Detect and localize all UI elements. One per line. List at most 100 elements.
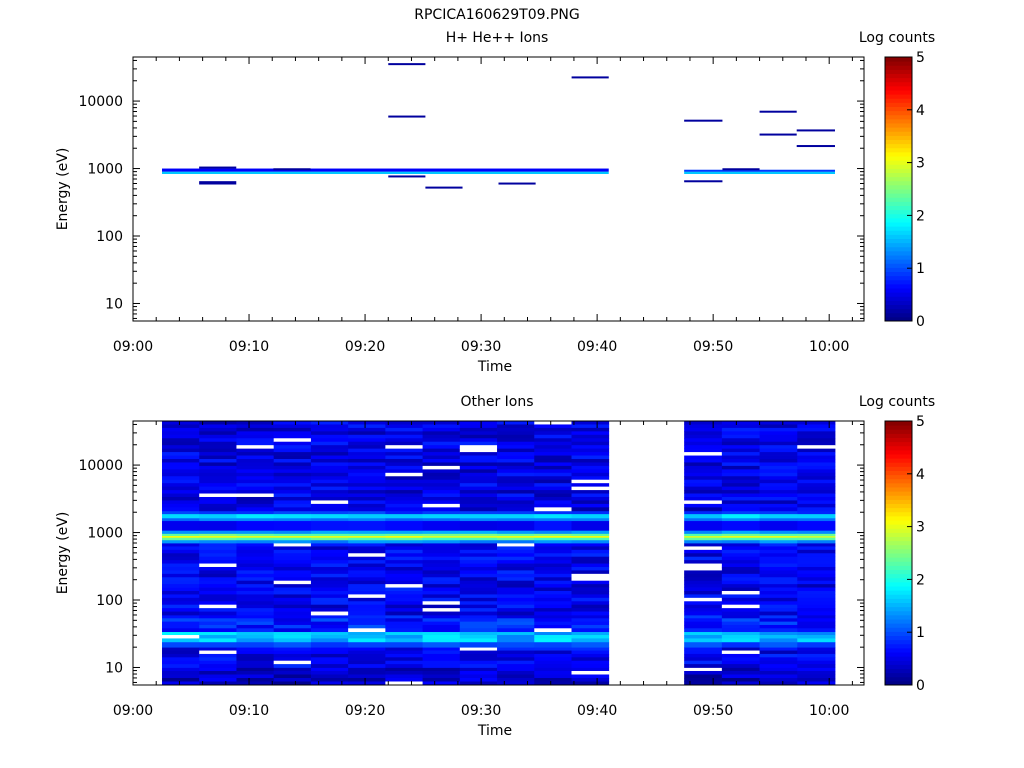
heatmap-cell: [310, 560, 349, 564]
heatmap-cell: [759, 421, 798, 425]
heatmap-cell: [273, 580, 312, 585]
heatmap-cell: [348, 674, 386, 679]
heatmap-cell: [797, 635, 836, 639]
heatmap-cell: [684, 624, 723, 629]
colorbar-segment: [885, 250, 912, 256]
heatmap-cell: [459, 584, 498, 588]
heatmap-cell: [497, 670, 535, 675]
heatmap-cell: [759, 677, 798, 682]
heatmap-cell: [684, 479, 723, 484]
heatmap-cell: [273, 500, 312, 505]
heatmap-cell: [236, 493, 275, 498]
heatmap-cell: [721, 573, 760, 578]
heatmap-cell: [273, 542, 312, 547]
heatmap-cell: [422, 677, 461, 682]
heatmap-cell: [534, 594, 572, 599]
heatmap-cell: [571, 635, 610, 639]
heatmap-cell: [459, 462, 498, 467]
heatmap-cell: [422, 503, 461, 508]
heatmap-cell: [162, 503, 200, 508]
heatmap-cell: [459, 657, 498, 662]
heatmap-cell: [497, 539, 535, 544]
heatmap-cell: [162, 553, 200, 558]
heatmap-cell: [571, 493, 610, 498]
heatmap-cell: [721, 549, 760, 554]
heatmap-cell: [236, 601, 275, 606]
heatmap-cell: [571, 431, 610, 436]
heatmap-cell: [497, 479, 535, 484]
heatmap-cell: [759, 424, 798, 429]
heatmap-cell: [534, 590, 572, 595]
heatmap-cell: [459, 553, 498, 558]
heatmap-cell: [759, 110, 797, 113]
heatmap-cell: [310, 580, 349, 585]
heatmap-cell: [534, 638, 572, 643]
heatmap-cell: [199, 604, 237, 609]
heatmap-cell: [422, 553, 461, 558]
heatmap-cell: [759, 628, 798, 633]
heatmap-cell: [236, 660, 275, 665]
heatmap-cell: [497, 490, 535, 494]
heatmap-cell: [273, 635, 312, 639]
heatmap-cell: [759, 621, 798, 626]
heatmap-cell: [162, 535, 200, 538]
heatmap-cell: [497, 530, 535, 534]
heatmap-cell: [388, 115, 426, 118]
heatmap-cell: [348, 421, 386, 425]
heatmap-cell: [721, 594, 760, 599]
colorbar-segment: [885, 458, 912, 463]
heatmap-cell: [310, 441, 349, 446]
x-axis-label: Time: [477, 723, 512, 739]
heatmap-cell: [310, 584, 349, 588]
heatmap-cell: [759, 618, 798, 623]
colorbar-segment: [885, 437, 912, 443]
heatmap-cell: [199, 490, 237, 494]
heatmap-cell: [721, 465, 760, 470]
heatmap-cell: [273, 556, 312, 561]
heatmap-cell: [422, 431, 461, 436]
heatmap-cell: [162, 556, 200, 561]
heatmap-cell: [571, 614, 610, 619]
heatmap-cell: [236, 510, 275, 515]
heatmap-cell: [422, 580, 461, 585]
heatmap-cell: [422, 535, 461, 538]
heatmap-cell: [497, 448, 535, 453]
heatmap-cell: [459, 510, 498, 515]
x-tick-label: 09:20: [345, 339, 385, 355]
heatmap-cell: [162, 445, 200, 450]
heatmap-cell: [497, 628, 535, 633]
colorbar-segment: [885, 131, 912, 136]
heatmap-cell: [684, 580, 723, 585]
colorbar-segment: [885, 213, 912, 219]
heatmap-cell: [759, 653, 798, 658]
colorbar-segment: [885, 90, 912, 95]
heatmap-cell: [459, 496, 498, 501]
heatmap-cell: [684, 119, 723, 122]
heatmap-cell: [162, 479, 200, 484]
heatmap-cell: [684, 455, 723, 460]
heatmap-cell: [236, 424, 275, 429]
heatmap-cell: [534, 653, 572, 658]
heatmap-cell: [459, 580, 498, 585]
heatmap-cell: [422, 647, 461, 651]
heatmap-cell: [348, 587, 386, 592]
heatmap-cell: [236, 604, 275, 609]
heatmap-cell: [721, 542, 760, 547]
colorbar-segment: [885, 631, 912, 636]
heatmap-cell: [199, 438, 237, 443]
colorbar-segment: [885, 478, 912, 484]
heatmap-cell: [162, 618, 200, 623]
heatmap-cell: [162, 674, 200, 679]
heatmap-cell: [721, 452, 760, 456]
heatmap-cell: [310, 542, 349, 547]
heatmap-cell: [571, 500, 610, 505]
heatmap-cell: [497, 614, 535, 619]
heatmap-cell: [721, 539, 760, 544]
heatmap-cell: [721, 438, 760, 443]
heatmap-cell: [199, 530, 237, 534]
heatmap-cell: [422, 657, 461, 662]
heatmap-cell: [684, 573, 723, 578]
heatmap-cell: [310, 490, 349, 494]
heatmap-cell: [571, 653, 610, 658]
heatmap-cell: [459, 530, 498, 534]
